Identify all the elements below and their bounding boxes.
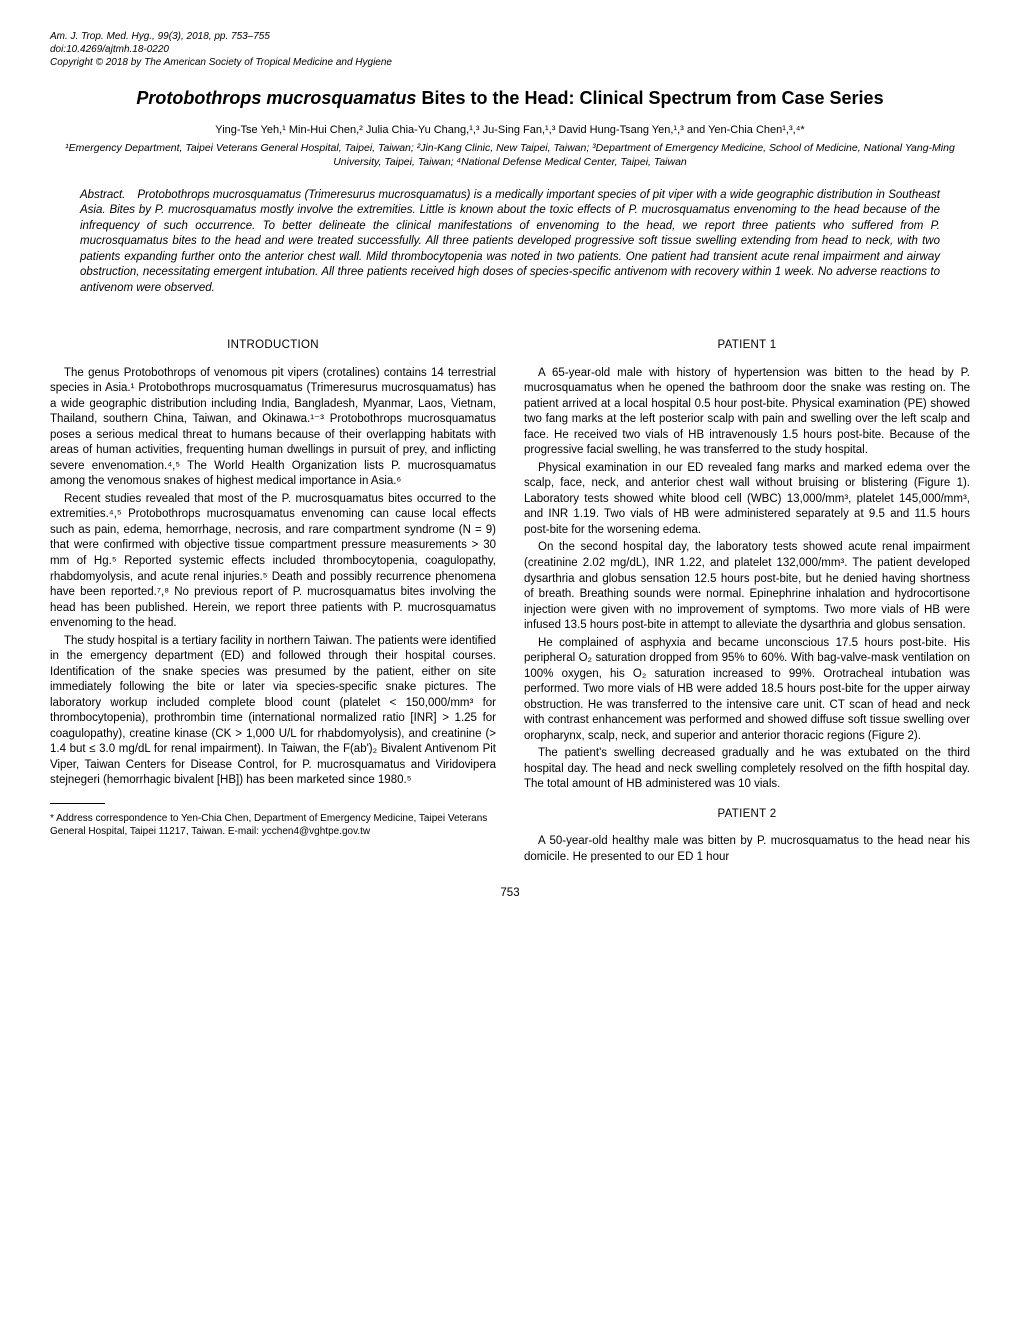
abstract-text: Protobothrops mucrosquamatus (Trimeresur… [80, 189, 940, 294]
two-column-layout: INTRODUCTION The genus Protobothrops of … [50, 324, 970, 867]
abstract-label: Abstract. [80, 189, 125, 201]
patient1-para-4: He complained of asphyxia and became unc… [524, 636, 970, 745]
intro-para-1: The genus Protobothrops of venomous pit … [50, 366, 496, 490]
journal-citation: Am. J. Trop. Med. Hyg., 99(3), 2018, pp.… [50, 30, 970, 43]
affiliations: ¹Emergency Department, Taipei Veterans G… [50, 142, 970, 169]
copyright: Copyright © 2018 by The American Society… [50, 56, 970, 69]
correspondence-footnote: * Address correspondence to Yen-Chia Che… [50, 812, 496, 838]
title-species: Protobothrops mucrosquamatus [136, 88, 416, 108]
patient1-heading: PATIENT 1 [524, 338, 970, 354]
doi: doi:10.4269/ajtmh.18-0220 [50, 43, 970, 56]
article-title: Protobothrops mucrosquamatus Bites to th… [50, 87, 970, 110]
intro-para-2: Recent studies revealed that most of the… [50, 492, 496, 632]
patient1-para-1: A 65-year-old male with history of hyper… [524, 366, 970, 459]
authors-list: Ying-Tse Yeh,¹ Min-Hui Chen,² Julia Chia… [50, 124, 970, 136]
journal-header: Am. J. Trop. Med. Hyg., 99(3), 2018, pp.… [50, 30, 970, 69]
patient2-para-1: A 50-year-old healthy male was bitten by… [524, 834, 970, 865]
left-column: INTRODUCTION The genus Protobothrops of … [50, 324, 496, 867]
page-number: 753 [50, 887, 970, 899]
right-column: PATIENT 1 A 65-year-old male with histor… [524, 324, 970, 867]
abstract-block: Abstract.Protobothrops mucrosquamatus (T… [80, 188, 940, 297]
title-rest: Bites to the Head: Clinical Spectrum fro… [416, 88, 883, 108]
patient1-para-5: The patient's swelling decreased gradual… [524, 746, 970, 793]
patient1-para-2: Physical examination in our ED revealed … [524, 461, 970, 539]
footnote-divider [50, 803, 105, 804]
patient1-para-3: On the second hospital day, the laborato… [524, 540, 970, 633]
introduction-heading: INTRODUCTION [50, 338, 496, 354]
intro-para-3: The study hospital is a tertiary facilit… [50, 634, 496, 789]
patient2-heading: PATIENT 2 [524, 807, 970, 823]
